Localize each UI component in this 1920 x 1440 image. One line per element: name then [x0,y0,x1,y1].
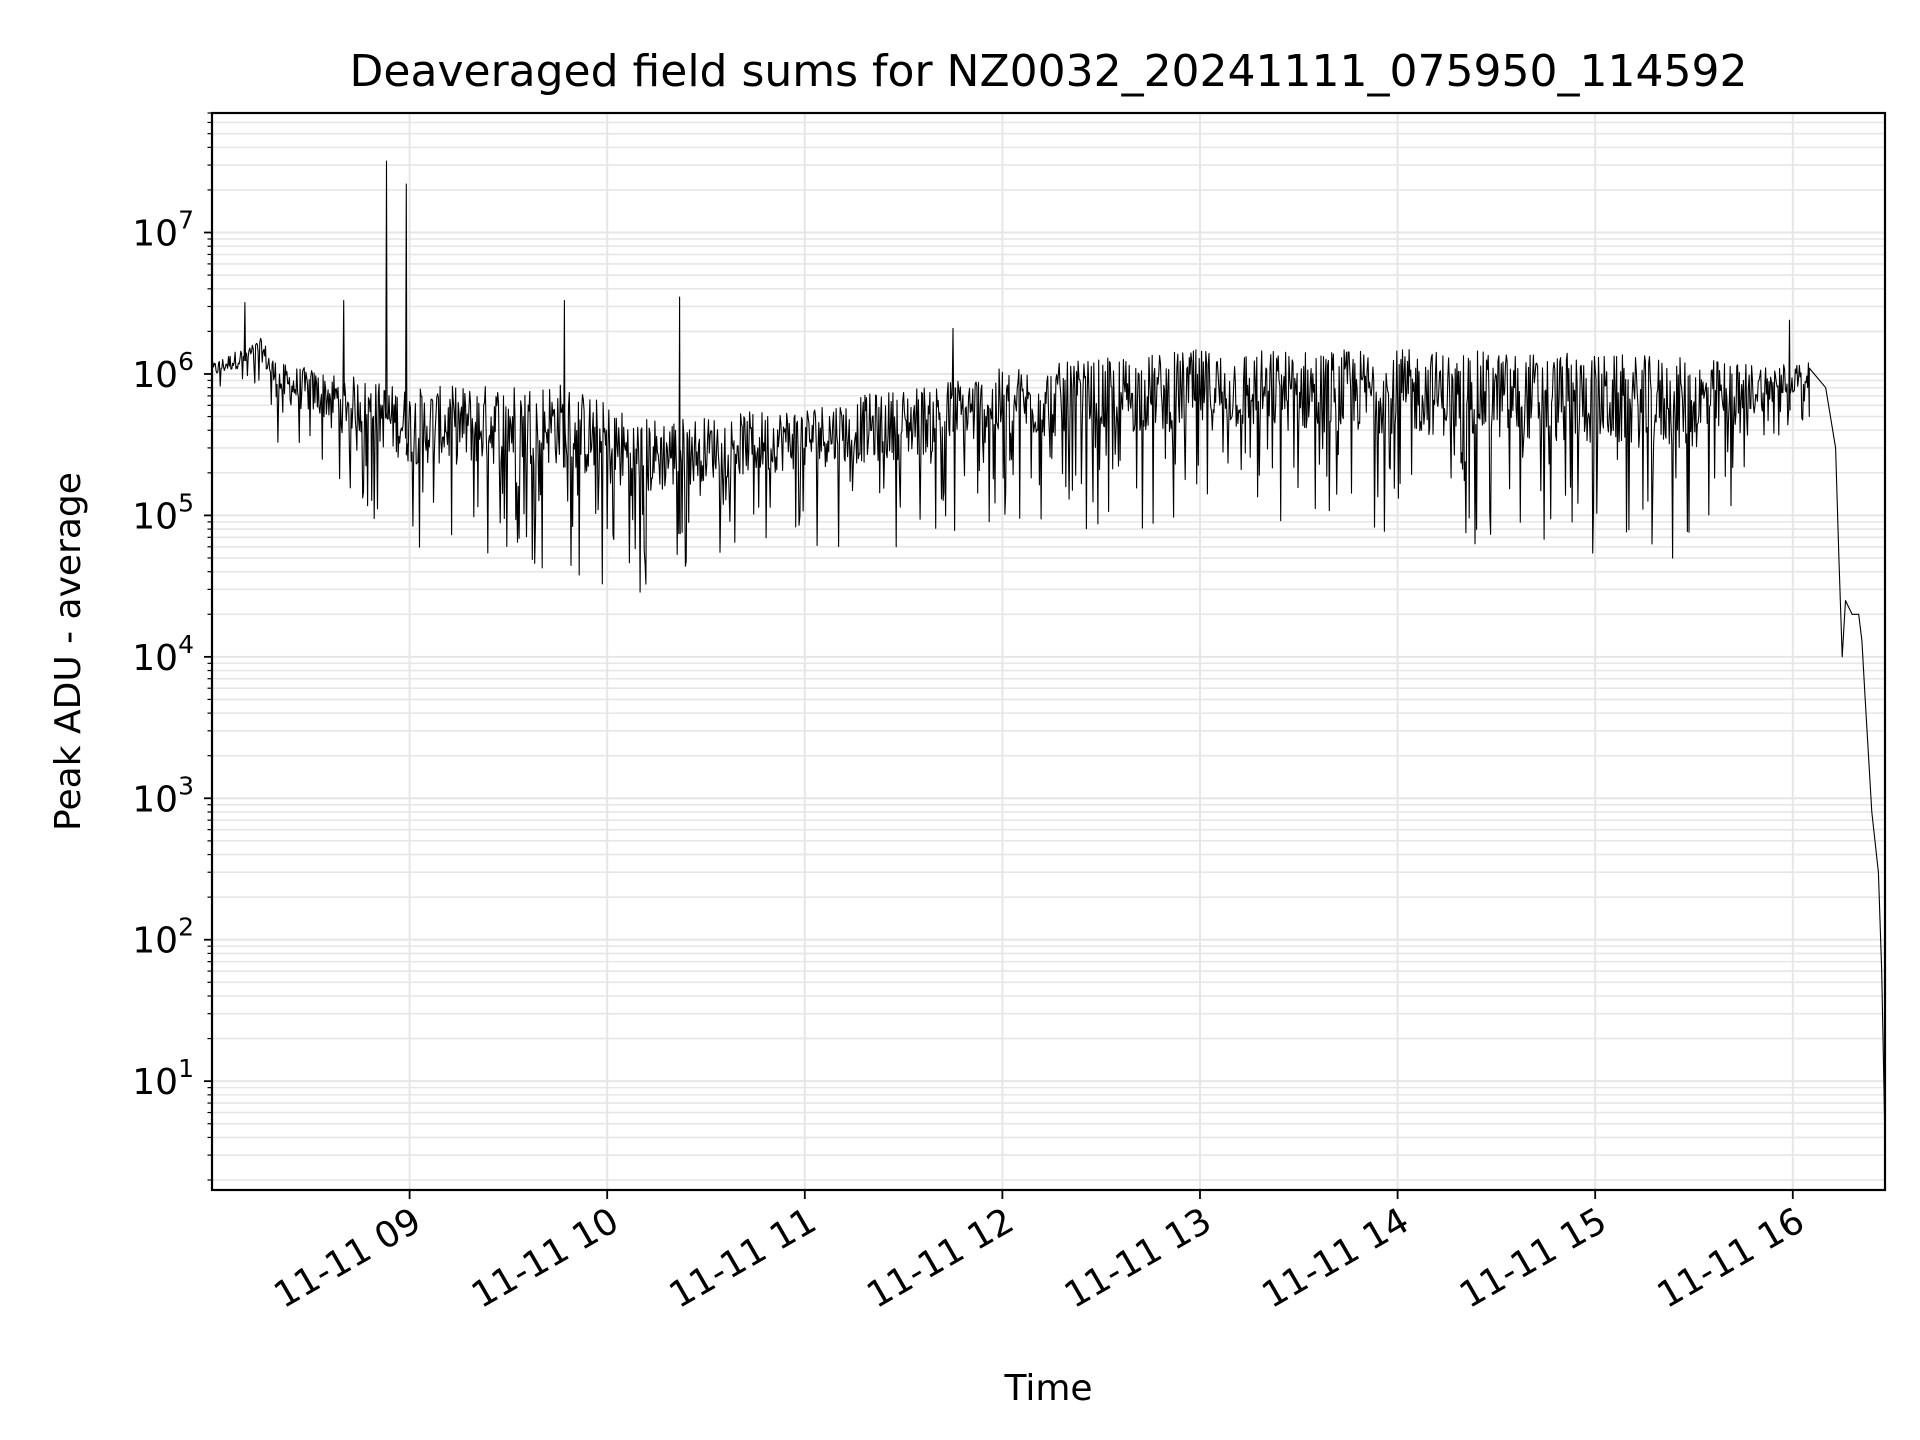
y-tick-exponent: 4 [178,630,194,659]
y-tick-base: 10 [132,779,178,820]
plot-frame [210,111,1887,1192]
y-tick-exponent: 1 [178,1054,194,1083]
y-tick-base: 10 [132,355,178,396]
y-tick-exponent: 3 [178,771,194,800]
y-tick-base: 10 [132,638,178,679]
series-line [212,160,1885,1143]
y-tick-exponent: 2 [178,913,194,942]
y-tick-base: 10 [132,1062,178,1103]
y-tick-label: 105 [132,488,194,537]
y-tick-base: 10 [132,496,178,537]
x-tick-label: 11-11 16 [1651,1200,1812,1316]
x-tick-label: 11-11 13 [1058,1200,1219,1316]
y-tick-label: 107 [132,206,194,255]
x-tick-label: 11-11 15 [1453,1200,1614,1316]
y-axis-title: Peak ADU - average [48,472,89,831]
data-series [212,160,1885,1143]
y-tick-exponent: 7 [178,206,194,235]
y-tick-label: 106 [132,347,194,396]
y-tick-label: 104 [132,630,194,679]
y-tick-label: 101 [132,1054,194,1103]
gridlines [212,112,1885,1190]
y-tick-exponent: 5 [178,488,194,517]
x-tick-label: 11-11 14 [1255,1200,1416,1316]
axis-ticks: 11-11 09 11-11 10 11-11 11 11-11 12 11-11 13… [132,112,1812,1317]
x-tick-label: 11-11 11 [663,1200,824,1316]
y-tick-exponent: 6 [178,347,194,376]
y-tick-label: 103 [132,771,194,820]
x-tick-label: 11-11 10 [465,1200,626,1316]
y-tick-label: 102 [132,913,194,962]
chart-title: Deaveraged field sums for NZ0032_2024111… [350,46,1748,97]
y-tick-base: 10 [132,921,178,962]
y-tick-base: 10 [132,214,178,255]
x-tick-label: 11-11 12 [860,1200,1021,1316]
x-tick-label: 11-11 09 [267,1200,428,1316]
x-axis-title: Time [1003,1368,1092,1409]
